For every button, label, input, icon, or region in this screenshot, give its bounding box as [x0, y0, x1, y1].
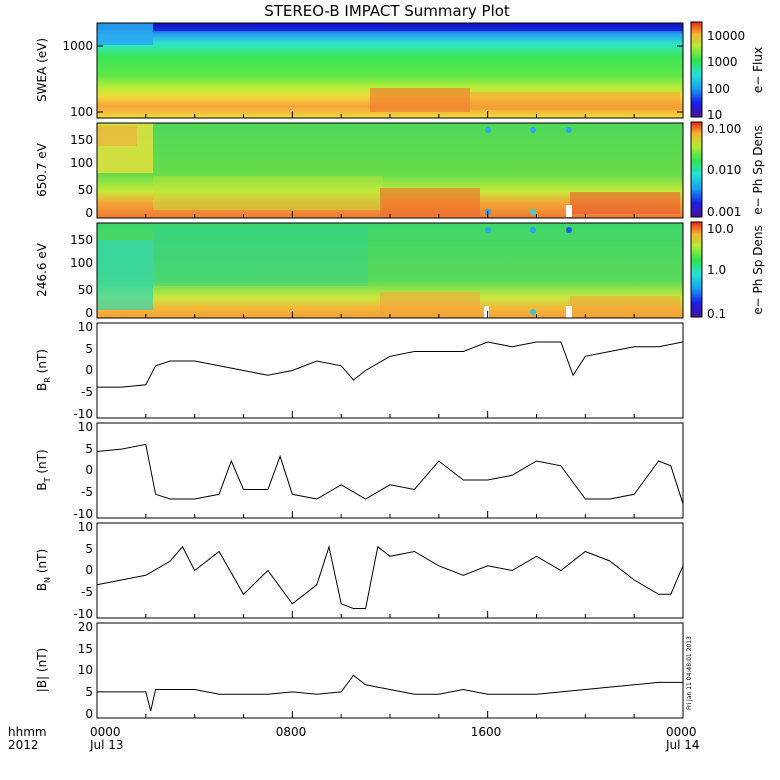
bt-ylabel: BT (nT): [35, 449, 52, 490]
swea-colorbar-label: e− Flux: [751, 47, 765, 93]
bmag-ytick: 0: [85, 707, 93, 721]
time-tick-label: 1600: [471, 725, 502, 739]
swea-heatmap: [97, 23, 683, 118]
pa650-colorbar-label: e− Ph Sp Dens: [751, 125, 765, 214]
timestamp-stamp: Fri Jan 11 04:48:01 2013: [686, 636, 693, 710]
bt-ytick: -5: [81, 485, 93, 499]
bn-ytick: 10: [78, 520, 93, 534]
swea-cbtick: 10000: [707, 29, 745, 43]
time-axis-year: 2012: [8, 738, 39, 752]
plot-title: STEREO-B IMPACT Summary Plot: [264, 2, 510, 20]
pa246-panel: 150 100 50 0 246.6 eV 10.0 1.0 0.1 e− Ph…: [35, 221, 765, 321]
time-tick-label: 0000: [90, 725, 121, 739]
bmag-ylabel: |B| (nT): [35, 648, 49, 692]
bmag-series-line: [97, 674, 683, 712]
br-ytick: -10: [73, 407, 93, 421]
bn-ytick: 0: [85, 563, 93, 577]
br-ytick: 5: [85, 342, 93, 356]
br-panel: 10 5 0 -5 -10 BR (nT): [35, 320, 684, 421]
pa246-ytick: 150: [70, 233, 93, 247]
br-series-line: [97, 341, 684, 388]
swea-cbtick: 1000: [707, 55, 738, 69]
bt-ytick: 0: [85, 463, 93, 477]
pa650-ytick: 50: [78, 183, 93, 197]
time-axis-units: hhmm: [8, 725, 47, 739]
br-ytick: -5: [81, 385, 93, 399]
swea-panel: 1000 100 SWEA (eV) 10000 1000 100 10 e− …: [35, 21, 765, 122]
pa246-cbtick: 10.0: [707, 222, 734, 236]
time-axis: hhmm 2012 0000 Jul 13 0800 1600 0000 Jul…: [8, 725, 700, 752]
swea-cbtick: 100: [707, 82, 730, 96]
swea-ytick: 1000: [62, 39, 93, 53]
swea-colorbar: [690, 21, 703, 118]
bn-series-line: [96, 544, 684, 609]
bn-ytick: -5: [81, 585, 93, 599]
pa246-ytick: 0: [85, 306, 93, 320]
time-tick-label: 0000: [666, 725, 697, 739]
br-ytick: 10: [78, 320, 93, 334]
pa246-ytick: 50: [78, 283, 93, 297]
bt-series-line: [96, 443, 684, 504]
br-ytick: 0: [85, 363, 93, 377]
pa650-cbtick: 0.001: [707, 205, 741, 219]
time-tick-date: Jul 14: [665, 738, 700, 752]
br-ylabel: BR (nT): [35, 349, 52, 391]
pa246-ytick: 100: [70, 256, 93, 270]
time-axis-ticks: [96, 111, 684, 718]
swea-cbtick: 10: [707, 108, 722, 122]
pa650-heatmap: [97, 123, 683, 218]
pa246-ylabel: 246.6 eV: [35, 242, 49, 297]
time-tick-date: Jul 13: [89, 738, 124, 752]
pa650-ylabel: 650.7 eV: [35, 142, 49, 197]
swea-ylabel: SWEA (eV): [35, 38, 49, 102]
bn-ytick: -10: [73, 607, 93, 621]
bt-panel: 10 5 0 -5 -10 BT (nT): [35, 420, 684, 521]
bt-ytick: -10: [73, 507, 93, 521]
pa650-ytick: 150: [70, 133, 93, 147]
pa246-colorbar-label: e− Ph Sp Dens: [751, 225, 765, 314]
bt-ytick: 5: [85, 442, 93, 456]
pa246-heatmap: [97, 223, 683, 318]
pa246-cbtick: 1.0: [707, 263, 726, 277]
pa650-cbtick: 0.010: [707, 163, 741, 177]
pa246-colorbar: [690, 221, 703, 318]
pa650-cbtick: 0.100: [707, 122, 741, 136]
pa246-cbtick: 0.1: [707, 307, 726, 321]
bn-panel: 10 5 0 -5 -10 BN (nT): [35, 520, 684, 621]
bmag-ytick: 10: [78, 663, 93, 677]
bmag-panel: 20 15 10 5 0 |B| (nT) Fri Jan 11 04:48:0…: [35, 620, 693, 721]
bmag-ytick: 20: [78, 620, 93, 634]
bmag-ytick: 15: [78, 642, 93, 656]
bn-ylabel: BN (nT): [35, 549, 52, 591]
bn-ytick: 5: [85, 542, 93, 556]
pa650-ytick: 100: [70, 156, 93, 170]
swea-ytick: 100: [70, 105, 93, 119]
pa650-ytick: 0: [85, 206, 93, 220]
pa650-colorbar: [690, 121, 703, 218]
bmag-ytick: 5: [85, 685, 93, 699]
time-tick-label: 0800: [276, 725, 307, 739]
pa650-panel: 150 100 50 0 650.7 eV 0.100 0.010 0.001 …: [35, 121, 765, 220]
bt-ytick: 10: [78, 420, 93, 434]
